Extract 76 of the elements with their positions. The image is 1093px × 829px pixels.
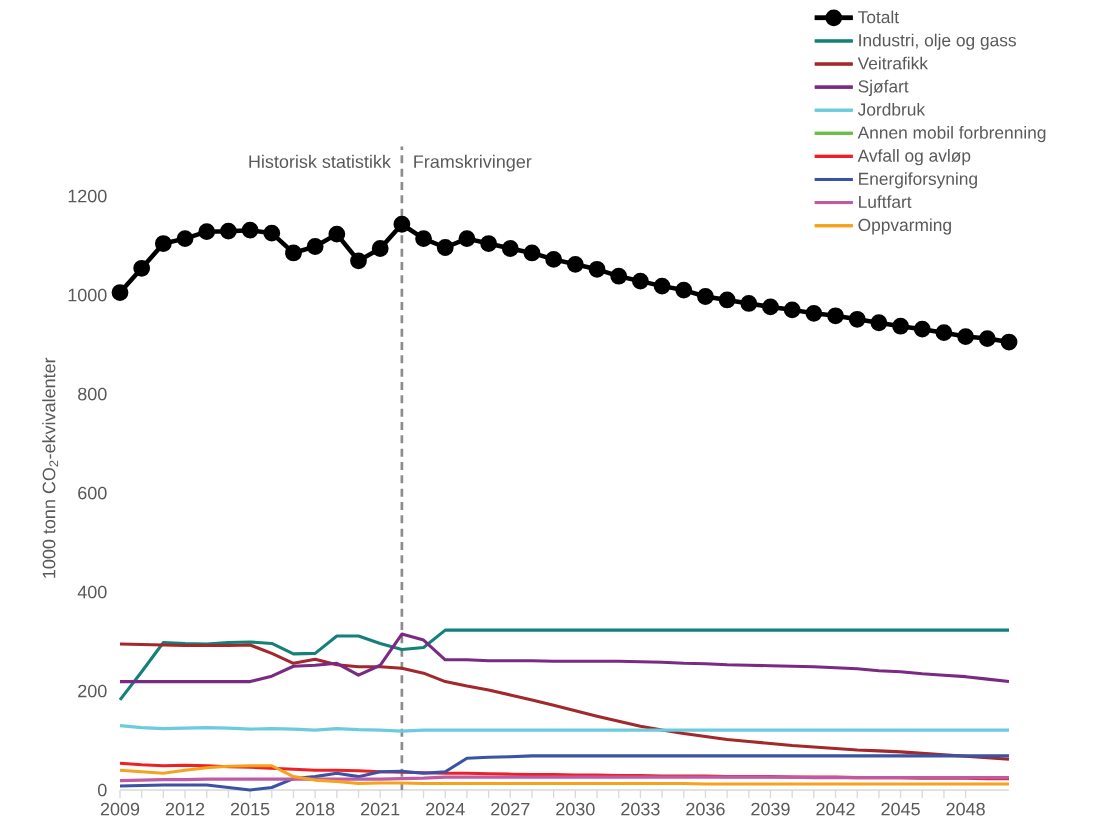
x-tick-label: 2042 (816, 802, 855, 816)
point (1000, 333, 1018, 351)
point (436, 239, 454, 256)
point (111, 284, 129, 301)
point (827, 307, 844, 325)
point (545, 250, 563, 268)
point (501, 240, 519, 257)
x-tick-label: 2021 (361, 802, 400, 816)
point (393, 215, 411, 233)
x-tick-label: 2036 (686, 802, 725, 816)
point (154, 235, 172, 252)
point (870, 314, 888, 332)
annotation: Framskrivinger (414, 154, 532, 172)
legend-label: Veitrafikk (857, 56, 928, 70)
point (263, 224, 281, 242)
legend-label: Jordbruk (857, 102, 926, 116)
legend-label: Luftfart (859, 195, 912, 209)
y-axis-title: 1000 tonn CO$_{2}$-ekvivalenter (42, 357, 59, 578)
point (371, 240, 389, 257)
x-tick-label: 2048 (946, 802, 985, 816)
point (805, 304, 823, 322)
point (133, 259, 151, 277)
point (631, 272, 649, 290)
point (198, 223, 216, 241)
point (740, 295, 758, 312)
point (697, 288, 714, 305)
legend-label: Sjøfart (858, 79, 909, 96)
x-tick-label: 2045 (881, 802, 920, 816)
point (241, 221, 259, 239)
x-tick-label: 2012 (165, 802, 205, 816)
legend-label: Oppvarming (858, 218, 951, 235)
point (176, 230, 194, 247)
point (653, 277, 671, 295)
x-tick-label: 2009 (100, 802, 140, 816)
y-tick-label: 0 (98, 783, 107, 797)
x-tick-label: 2030 (556, 802, 595, 816)
x-tick-label: 2024 (426, 802, 465, 816)
point (350, 252, 367, 270)
point (783, 301, 801, 319)
y-tick-label: 1200 (68, 189, 107, 203)
x-tick-label: 2033 (621, 802, 660, 816)
x-tick-label: 2027 (491, 802, 530, 816)
point (913, 320, 931, 338)
point (588, 260, 606, 278)
point (848, 310, 866, 328)
point (675, 281, 693, 299)
x-tick-label: 2039 (751, 802, 790, 816)
point (285, 244, 302, 262)
point (480, 235, 498, 252)
legend-label: Annen mobil forbrenning (857, 126, 1046, 143)
point (892, 317, 909, 335)
annotation: Historisk statistikk (249, 154, 391, 169)
point (610, 267, 628, 285)
y-tick-label: 200 (78, 684, 107, 698)
legend-label: Totalt (858, 10, 899, 24)
point (566, 255, 584, 273)
x-tick-label: 2015 (230, 802, 270, 816)
point (978, 330, 996, 347)
x-tick-label: 2018 (296, 802, 335, 816)
point (328, 225, 346, 243)
point (415, 230, 432, 247)
point (458, 230, 476, 247)
point (957, 328, 975, 345)
point (762, 298, 779, 316)
y-tick-label: 600 (78, 486, 107, 500)
point (220, 222, 237, 240)
y-tick-label: 400 (77, 585, 107, 599)
point (523, 244, 541, 262)
legend-label: Energiforsyning (859, 172, 977, 189)
legend-label: Industri, olje og gass (859, 33, 1016, 50)
point (306, 238, 324, 255)
legend-label: Avfall og avløp (857, 149, 971, 166)
point (718, 291, 736, 309)
y-tick-label: 1000 (68, 288, 107, 302)
y-tick-label: 800 (78, 387, 107, 401)
point (935, 324, 953, 342)
